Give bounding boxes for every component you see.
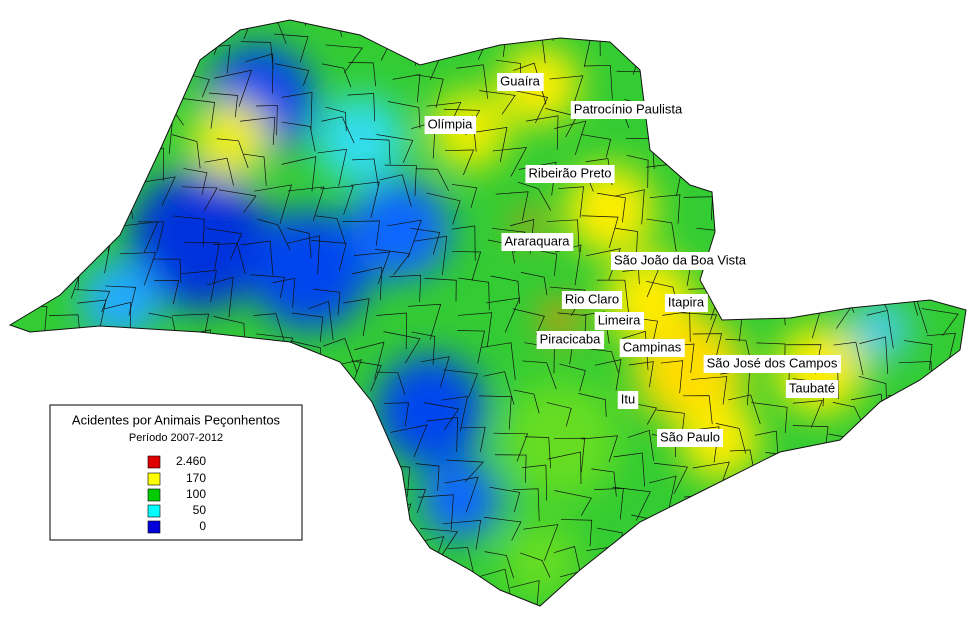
city-label-bg bbox=[561, 291, 623, 309]
city-label-bg bbox=[525, 165, 615, 183]
city-label: Itu bbox=[621, 391, 635, 406]
city-label: São João da Boa Vista bbox=[614, 252, 747, 267]
legend-label: 50 bbox=[193, 503, 207, 517]
city-label-bg bbox=[785, 380, 839, 398]
legend-swatch bbox=[147, 504, 161, 518]
city-label-bg bbox=[501, 233, 574, 251]
legend-label: 170 bbox=[186, 471, 206, 485]
city-label: Araraquara bbox=[504, 233, 570, 248]
city-label-bg bbox=[657, 429, 723, 447]
legend-title: Acidentes por Animais Peçonhentos bbox=[72, 412, 281, 427]
city-label-bg bbox=[664, 294, 708, 312]
city-label: Limeira bbox=[598, 312, 641, 327]
city-label-bg bbox=[570, 101, 686, 119]
city-label-bg bbox=[497, 73, 544, 91]
legend-subtitle: Período 2007-2012 bbox=[129, 432, 223, 444]
legend-swatch bbox=[147, 472, 161, 486]
city-label-bg bbox=[619, 339, 685, 357]
city-label: Itapira bbox=[668, 294, 705, 309]
city-label: Taubaté bbox=[789, 380, 835, 395]
city-label: Campinas bbox=[623, 339, 682, 354]
city-label: São José dos Campos bbox=[707, 355, 838, 370]
city-label: Rio Claro bbox=[565, 291, 619, 306]
legend-swatch bbox=[147, 455, 161, 469]
legend-swatch bbox=[147, 488, 161, 502]
city-labels: Guaíra Patrocínio Paulista Olímpia Ribeirão… bbox=[424, 73, 841, 447]
legend-label: 2.460 bbox=[176, 454, 206, 468]
city-label-bg bbox=[424, 116, 477, 134]
city-label: Guaíra bbox=[500, 73, 541, 88]
city-label-bg bbox=[594, 312, 645, 330]
legend-swatch bbox=[147, 520, 161, 534]
city-label-bg bbox=[536, 331, 605, 349]
city-label: Olímpia bbox=[428, 116, 474, 131]
city-label: Ribeirão Preto bbox=[528, 165, 611, 180]
legend: Acidentes por Animais Peçonhentos Períod… bbox=[49, 404, 303, 541]
legend-label: 0 bbox=[199, 519, 206, 533]
city-label: Patrocínio Paulista bbox=[574, 101, 683, 116]
city-label-bg bbox=[617, 391, 639, 409]
city-label-bg bbox=[703, 355, 841, 373]
city-label: Piracicaba bbox=[540, 331, 601, 346]
city-label-bg bbox=[610, 252, 750, 270]
city-label: São Paulo bbox=[660, 429, 720, 444]
legend-box bbox=[49, 404, 303, 541]
legend-label: 100 bbox=[186, 487, 206, 501]
